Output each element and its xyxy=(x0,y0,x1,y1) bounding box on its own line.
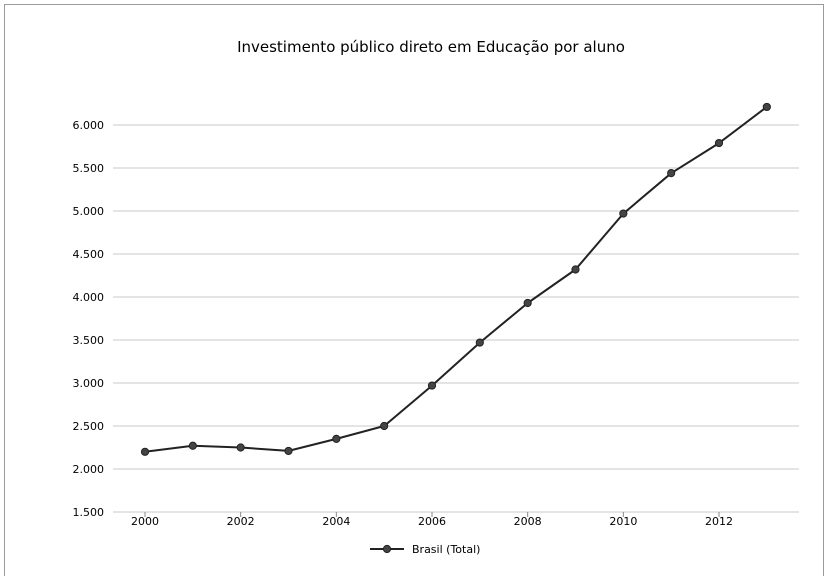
data-point xyxy=(619,209,628,218)
x-tick-label: 2004 xyxy=(322,515,350,528)
y-tick-label: 3.500 xyxy=(73,334,105,347)
data-point xyxy=(380,421,389,431)
data-point xyxy=(475,338,484,347)
x-tick-label: 2006 xyxy=(418,515,446,528)
chart-title: Investimento público direto em Educação … xyxy=(237,38,625,56)
data-point xyxy=(427,381,437,390)
y-tick-label: 2.000 xyxy=(73,463,105,476)
data-point xyxy=(236,443,245,452)
y-tick-label: 6.000 xyxy=(73,119,105,132)
y-tick-label: 4.500 xyxy=(73,248,105,261)
y-tick-label: 4.000 xyxy=(73,291,105,304)
legend: Brasil (Total) xyxy=(370,543,480,556)
data-point xyxy=(523,298,532,308)
x-tick-label: 2010 xyxy=(609,515,637,528)
data-point xyxy=(284,446,293,456)
data-point xyxy=(140,447,150,456)
chart-frame xyxy=(4,4,824,576)
legend-point-marker xyxy=(382,544,392,554)
y-tick-label: 3.000 xyxy=(73,377,105,390)
y-tick-label: 5.500 xyxy=(73,162,105,175)
x-tick-label: 2002 xyxy=(227,515,255,528)
x-tick-label: 2012 xyxy=(705,515,733,528)
x-tick-label: 2000 xyxy=(131,515,159,528)
y-tick-label: 2.500 xyxy=(73,420,105,433)
legend-label: Brasil (Total) xyxy=(412,543,480,556)
x-tick-label: 2008 xyxy=(514,515,542,528)
series-line xyxy=(144,106,768,453)
data-point xyxy=(762,102,771,112)
data-point xyxy=(571,265,580,274)
data-point xyxy=(188,441,197,450)
y-tick-label: 5.000 xyxy=(73,205,105,218)
data-point xyxy=(714,138,724,148)
data-point xyxy=(667,169,676,178)
y-tick-label: 1.500 xyxy=(73,506,105,519)
data-point xyxy=(332,434,341,443)
